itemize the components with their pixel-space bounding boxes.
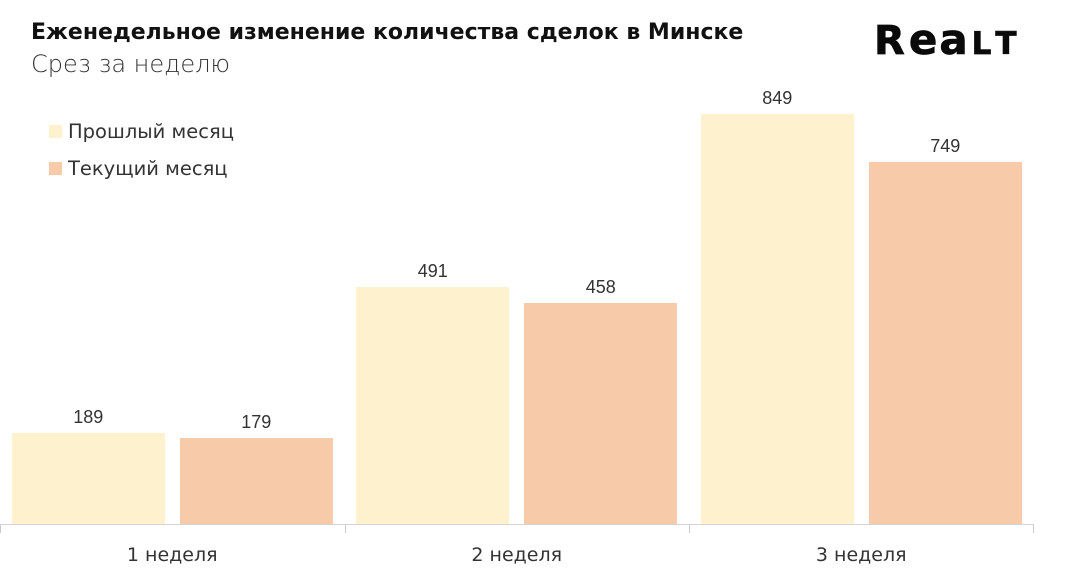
- legend-label-last-month: Прошлый месяц: [68, 119, 234, 143]
- logo-letter-t: T: [995, 25, 1017, 62]
- bar-current-month-week2[interactable]: [524, 303, 678, 525]
- category-label-week1: 1 неделя: [126, 544, 218, 566]
- bar-current-month-week3[interactable]: [868, 162, 1022, 525]
- legend-swatch-current-month: [49, 161, 62, 175]
- logo-letter-l: L: [971, 25, 996, 62]
- x-axis-line: [0, 524, 1034, 526]
- chart-subtitle: Срез за неделю: [31, 50, 230, 78]
- bar-last-month-week1[interactable]: [11, 433, 165, 525]
- logo-letter-e: e: [908, 14, 940, 64]
- legend-label-current-month: Текущий месяц: [68, 156, 228, 180]
- category-label-week3: 3 неделя: [815, 544, 907, 566]
- legend-item-last-month[interactable]: Прошлый месяц: [49, 118, 234, 144]
- value-label-last-month-week3: 849: [762, 88, 793, 108]
- bar-last-month-week3[interactable]: [700, 114, 854, 525]
- legend-item-current-month[interactable]: Текущий месяц: [49, 155, 234, 181]
- realt-logo: ReaLT: [874, 14, 1017, 64]
- value-label-current-month-week1: 179: [241, 411, 272, 432]
- value-label-current-month-week2: 458: [585, 277, 616, 298]
- x-axis-tick-1: [344, 525, 346, 534]
- bar-current-month-week1[interactable]: [179, 437, 333, 525]
- x-axis-tick-2: [689, 525, 690, 534]
- x-axis-tick-0: [0, 525, 1, 534]
- value-label-last-month-week2: 491: [417, 261, 448, 282]
- chart-title: Еженедельное изменение количества сделок…: [31, 20, 744, 45]
- logo-letter-a: a: [939, 14, 972, 64]
- category-label-week2: 2 неделя: [471, 544, 563, 566]
- value-label-last-month-week1: 189: [73, 407, 104, 428]
- x-axis-tick-3: [1032, 525, 1034, 534]
- value-label-current-month-week3: 749: [930, 136, 961, 157]
- logo-letter-r: R: [874, 17, 909, 64]
- bar-last-month-week2[interactable]: [356, 287, 510, 525]
- legend-swatch-last-month: [49, 124, 62, 138]
- legend: Прошлый месяц Текущий месяц: [49, 118, 234, 192]
